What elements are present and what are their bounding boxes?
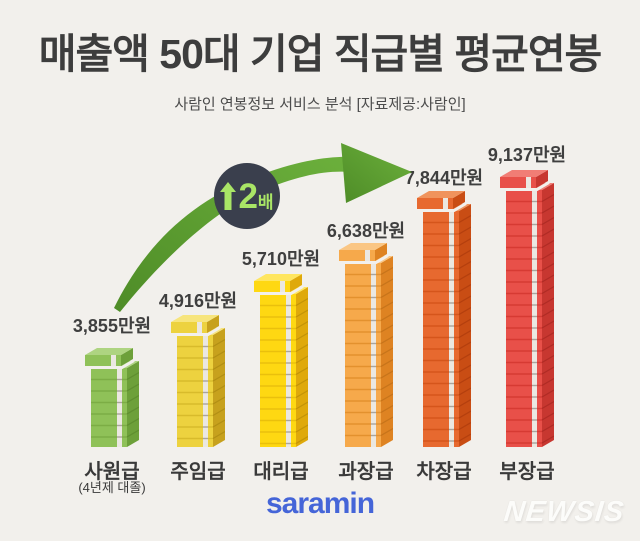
bar-category-label: 과장급 xyxy=(338,461,394,483)
page-title: 매출액 50대 기업 직급별 평균연봉 xyxy=(38,31,603,77)
bar-category-label: 주임급 xyxy=(170,461,226,483)
multiplier-value: 2 xyxy=(238,176,258,216)
bar-value-label: 6,638만원 xyxy=(326,221,406,241)
bar xyxy=(254,274,308,447)
saramin-logo: saramin xyxy=(265,487,375,520)
bar xyxy=(417,191,471,447)
bar xyxy=(85,348,139,447)
page-subtitle: 사람인 연봉정보 서비스 분석 [자료제공:사람인] xyxy=(174,96,466,113)
bar-category-label: 사원급 xyxy=(84,461,140,483)
multiplier-suffix: 배 xyxy=(257,192,274,212)
bar-category-label: 차장급 xyxy=(416,461,472,483)
bar-value-label: 5,710만원 xyxy=(241,249,321,269)
bar xyxy=(339,243,393,447)
newsis-watermark: NEWSIS xyxy=(501,496,626,528)
bar-value-label: 3,855만원 xyxy=(72,316,152,336)
bar-value-label: 7,844만원 xyxy=(404,168,484,188)
multiplier-badge: 2 배 xyxy=(214,163,280,229)
bar-value-label: 4,916만원 xyxy=(158,291,238,311)
bar xyxy=(500,170,554,447)
bar-category-label: 대리급 xyxy=(253,461,309,483)
up-arrow-icon xyxy=(220,182,237,210)
bar xyxy=(171,315,225,447)
bar-category-note: (4년제 대졸) xyxy=(78,480,146,495)
bar-category-label: 부장급 xyxy=(499,461,555,483)
bar-value-label: 9,137만원 xyxy=(487,145,567,165)
